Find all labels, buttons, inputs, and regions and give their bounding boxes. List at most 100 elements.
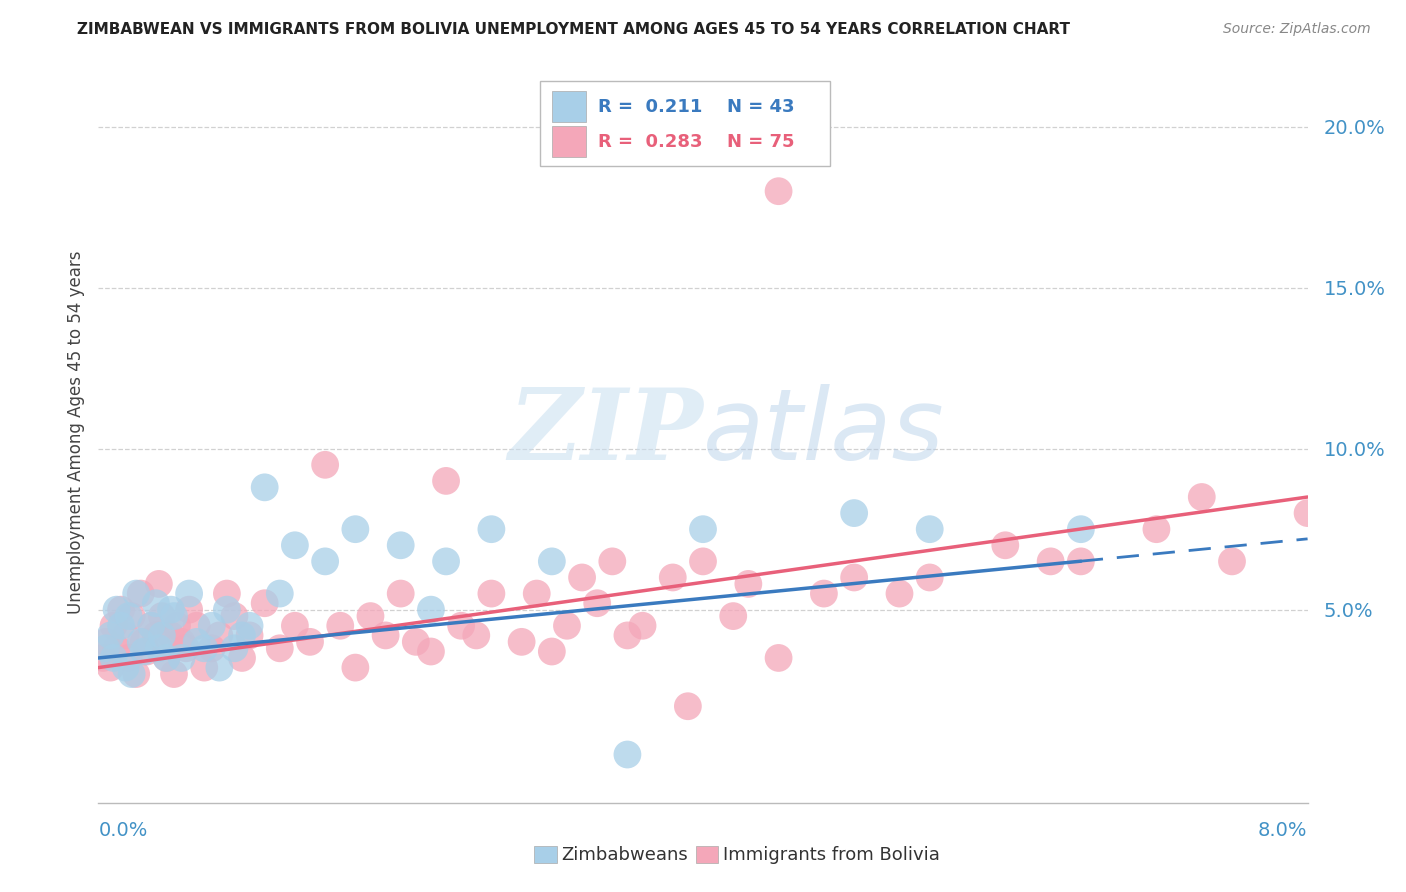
Point	[1146, 522, 1168, 536]
Point	[174, 641, 197, 656]
Point	[166, 619, 188, 633]
Point	[555, 619, 578, 633]
Text: R =  0.283: R = 0.283	[598, 133, 703, 151]
Point	[616, 628, 638, 642]
Point	[132, 644, 155, 658]
Point	[224, 641, 246, 656]
Point	[692, 554, 714, 568]
Point	[631, 619, 654, 633]
Point	[141, 619, 163, 633]
FancyBboxPatch shape	[551, 91, 586, 122]
Point	[540, 554, 562, 568]
Point	[889, 586, 911, 600]
Point	[723, 609, 745, 624]
Point	[405, 635, 427, 649]
Text: 0.0%: 0.0%	[98, 822, 148, 840]
Point	[768, 184, 790, 198]
Point	[269, 586, 291, 600]
Point	[193, 641, 215, 656]
Point	[231, 628, 253, 642]
Point	[103, 619, 125, 633]
Point	[121, 667, 143, 681]
Point	[692, 522, 714, 536]
Point	[94, 635, 117, 649]
Point	[100, 660, 122, 674]
Point	[434, 474, 457, 488]
Point	[269, 641, 291, 656]
Text: Immigrants from Bolivia: Immigrants from Bolivia	[723, 846, 939, 863]
Text: 8.0%: 8.0%	[1258, 822, 1308, 840]
Point	[374, 628, 396, 642]
Point	[155, 651, 177, 665]
Point	[253, 480, 276, 494]
Point	[420, 602, 443, 616]
Point	[1070, 554, 1092, 568]
Point	[110, 619, 132, 633]
Point	[571, 570, 593, 584]
Point	[344, 522, 367, 536]
Point	[844, 570, 866, 584]
Text: Zimbabweans: Zimbabweans	[561, 846, 688, 863]
Point	[661, 570, 683, 584]
Point	[481, 586, 503, 600]
Point	[329, 619, 352, 633]
Point	[125, 667, 148, 681]
Point	[118, 609, 141, 624]
Text: ZIMBABWEAN VS IMMIGRANTS FROM BOLIVIA UNEMPLOYMENT AMONG AGES 45 TO 54 YEARS COR: ZIMBABWEAN VS IMMIGRANTS FROM BOLIVIA UN…	[77, 22, 1070, 37]
Point	[148, 577, 170, 591]
Point	[208, 628, 231, 642]
Point	[160, 628, 183, 642]
Text: N = 43: N = 43	[727, 98, 794, 116]
Point	[586, 596, 609, 610]
Text: Source: ZipAtlas.com: Source: ZipAtlas.com	[1223, 22, 1371, 37]
Point	[1296, 506, 1319, 520]
Point	[768, 651, 790, 665]
Point	[284, 619, 307, 633]
Point	[103, 651, 125, 665]
Point	[91, 651, 114, 665]
Point	[314, 554, 336, 568]
Point	[110, 602, 132, 616]
Point	[114, 660, 136, 674]
FancyBboxPatch shape	[540, 81, 830, 166]
Point	[481, 522, 503, 536]
Point	[284, 538, 307, 552]
Point	[239, 619, 262, 633]
Point	[215, 586, 238, 600]
Point	[201, 619, 224, 633]
Point	[155, 651, 177, 665]
Point	[163, 609, 186, 624]
Point	[314, 458, 336, 472]
Point	[239, 628, 262, 642]
Point	[129, 586, 152, 600]
Point	[434, 554, 457, 568]
Point	[389, 586, 412, 600]
Point	[420, 644, 443, 658]
Text: N = 75: N = 75	[727, 133, 794, 151]
Point	[1070, 522, 1092, 536]
Point	[215, 602, 238, 616]
Point	[179, 586, 201, 600]
FancyBboxPatch shape	[551, 126, 586, 157]
Point	[208, 660, 231, 674]
Point	[918, 522, 941, 536]
Point	[118, 651, 141, 665]
Point	[170, 651, 193, 665]
Point	[450, 619, 472, 633]
Text: R =  0.211: R = 0.211	[598, 98, 702, 116]
Point	[150, 609, 173, 624]
Point	[1220, 554, 1243, 568]
Point	[389, 538, 412, 552]
Y-axis label: Unemployment Among Ages 45 to 54 years: Unemployment Among Ages 45 to 54 years	[66, 251, 84, 615]
Point	[1191, 490, 1213, 504]
Point	[170, 635, 193, 649]
Point	[105, 641, 128, 656]
Point	[360, 609, 382, 624]
Point	[100, 628, 122, 642]
Point	[844, 506, 866, 520]
Point	[132, 635, 155, 649]
Point	[186, 635, 208, 649]
Point	[163, 667, 186, 681]
Point	[148, 641, 170, 656]
Text: ZIP: ZIP	[508, 384, 703, 481]
